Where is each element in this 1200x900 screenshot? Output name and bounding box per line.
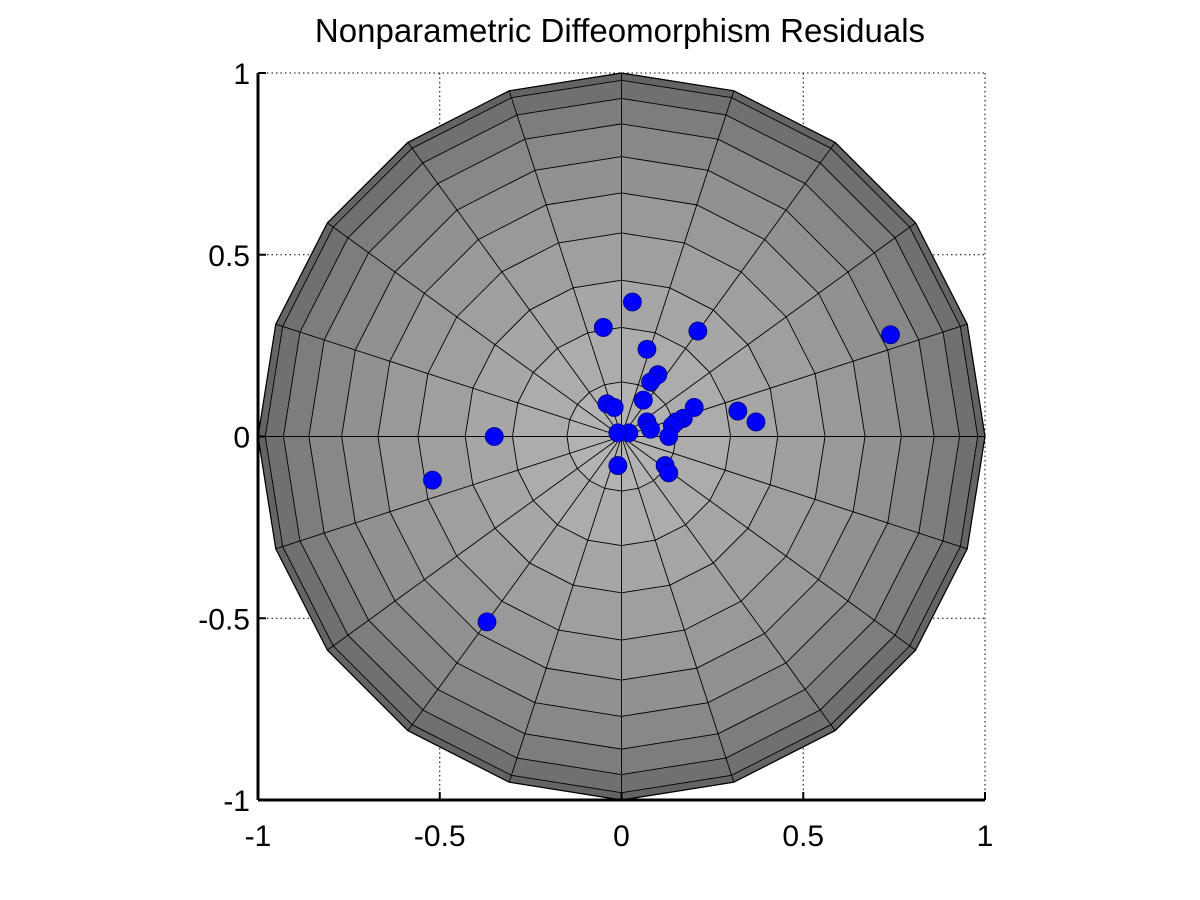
disk-spoke [508,436,622,783]
data-point [881,325,900,345]
data-point [608,423,628,443]
disk-spoke [621,222,916,437]
chart-title: Nonparametric Diffeomorphism Residuals [315,12,925,49]
data-point [477,612,497,632]
disk-spoke [407,436,622,731]
x-tick-label: -1 [245,820,272,853]
axes [256,72,986,802]
data-point [608,456,628,475]
y-tick-label: -1 [223,785,250,818]
data-point [746,412,766,432]
disk-spoke [621,436,735,783]
data-point [688,321,708,341]
data-point [641,372,660,392]
data-point [659,427,679,446]
data-point [633,390,653,410]
tick-labels: -1 -0.5 0 0.5 1 -1 -0.5 0 0.5 1 [198,58,993,853]
y-tick-label: 0 [233,422,250,455]
x-tick-label: 0.5 [782,820,824,853]
disk-spoke [407,142,622,437]
data-point [728,401,748,421]
y-tick-label: 1 [233,58,250,91]
data-point [637,339,657,359]
x-tick-label: 0 [613,820,630,853]
data-point [641,419,660,439]
disk-spoke [508,90,622,437]
data-points [423,292,900,632]
data-point [623,292,642,312]
y-tick-label: 0.5 [208,240,250,273]
disk-spoke [275,323,622,437]
disk-spoke [621,90,735,437]
disk-spoke [327,436,622,651]
data-point [423,470,442,490]
x-tick-label: -0.5 [414,820,466,853]
data-point [604,398,624,417]
disk-spoke [327,222,622,437]
data-point [484,427,504,446]
disk-spoke [275,436,622,550]
data-point [593,318,613,337]
disk-spoke [621,436,968,550]
data-point [659,463,679,483]
y-tick-label: -0.5 [198,603,250,636]
disk-spoke [621,436,836,731]
x-tick-label: 1 [977,820,994,853]
